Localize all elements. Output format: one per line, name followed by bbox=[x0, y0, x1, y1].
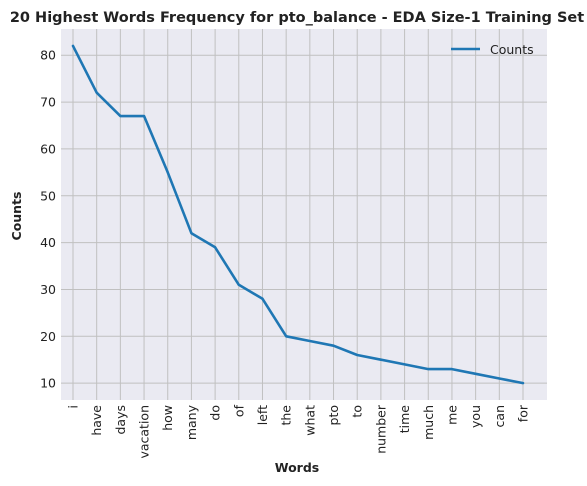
x-tick-label: how bbox=[160, 405, 175, 431]
x-tick-label: can bbox=[492, 405, 507, 427]
x-tick-label: much bbox=[421, 405, 436, 440]
series-line-counts bbox=[71, 44, 525, 385]
x-tick-label: many bbox=[184, 404, 199, 440]
data-point bbox=[498, 377, 501, 380]
x-tick-label: of bbox=[231, 404, 246, 417]
x-tick-label: do bbox=[208, 405, 223, 421]
x-tick-label: the bbox=[279, 405, 294, 426]
x-tick-label: you bbox=[468, 405, 483, 428]
x-axis-label: Words bbox=[275, 460, 319, 475]
data-point bbox=[285, 335, 288, 338]
y-tick-label: 60 bbox=[40, 141, 56, 156]
x-tick-labels: i have days vacation how many do of left the what p… bbox=[66, 404, 531, 458]
data-point bbox=[95, 91, 98, 94]
x-tick-label: to bbox=[350, 405, 365, 418]
chart-title: 20 Highest Words Frequency for pto_balan… bbox=[10, 10, 584, 26]
y-tick-label: 50 bbox=[40, 188, 56, 203]
data-point bbox=[379, 358, 382, 361]
x-tick-label: me bbox=[444, 405, 459, 425]
data-point bbox=[72, 44, 74, 47]
x-tick-label: what bbox=[302, 405, 317, 436]
data-point bbox=[119, 115, 122, 118]
data-point bbox=[166, 171, 169, 174]
x-tick-label: for bbox=[516, 404, 531, 422]
x-tick-label: have bbox=[89, 405, 104, 436]
legend: Counts bbox=[451, 42, 534, 57]
data-point bbox=[214, 246, 217, 249]
data-point bbox=[403, 363, 406, 366]
data-point bbox=[261, 297, 264, 300]
series-layer bbox=[71, 44, 525, 385]
y-tick-label: 80 bbox=[40, 48, 56, 63]
x-tick-label: pto bbox=[326, 405, 341, 425]
legend-label-counts: Counts bbox=[490, 42, 534, 57]
y-tick-label: 20 bbox=[40, 329, 56, 344]
y-tick-labels: 10 20 30 40 50 60 70 80 bbox=[40, 48, 56, 391]
x-tick-label: vacation bbox=[137, 405, 152, 459]
grid-layer bbox=[61, 29, 547, 400]
data-point bbox=[332, 344, 335, 347]
data-point bbox=[143, 115, 146, 118]
y-axis-label: Counts bbox=[9, 192, 24, 241]
data-point bbox=[308, 339, 311, 342]
x-tick-label: number bbox=[373, 404, 388, 454]
y-tick-label: 30 bbox=[40, 282, 56, 297]
x-tick-label: days bbox=[113, 405, 128, 435]
x-tick-label: time bbox=[397, 405, 412, 434]
data-point bbox=[474, 372, 477, 375]
data-point bbox=[190, 232, 193, 235]
y-tick-label: 40 bbox=[40, 235, 56, 250]
y-tick-label: 70 bbox=[40, 95, 56, 110]
data-point bbox=[427, 368, 430, 371]
data-point bbox=[356, 354, 359, 357]
data-point bbox=[237, 283, 240, 286]
plot-area bbox=[61, 29, 547, 400]
y-tick-label: 10 bbox=[40, 376, 56, 391]
x-tick-label: left bbox=[255, 405, 270, 425]
x-tick-label: i bbox=[66, 405, 81, 408]
data-point bbox=[450, 368, 453, 371]
data-point bbox=[522, 382, 524, 385]
